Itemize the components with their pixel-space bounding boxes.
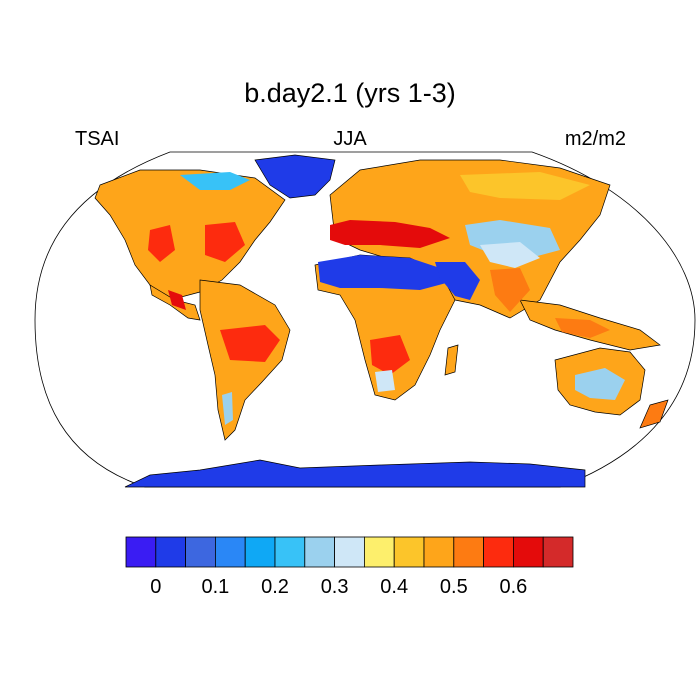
colorbar-swatch [334,536,365,568]
colorbar-tick-label: 0.3 [321,576,349,598]
land-madagascar [444,344,459,376]
colorbar-tick-label: 0.2 [261,576,289,598]
colorbar-swatch [423,536,455,568]
colorbar-swatch [542,536,574,568]
season-label: JJA [333,128,367,150]
region-australia-interior [575,368,625,400]
region-kalahari [375,370,395,392]
colorbar-swatch [393,536,425,568]
region-canada-north [180,172,250,190]
region-us-east [205,222,245,262]
colorbar-swatch [363,536,395,568]
region-us-west [148,225,175,262]
colorbar-swatch [453,536,484,568]
region-arabia [435,262,480,300]
colorbar-tick-label: 0.1 [201,576,229,598]
colorbar-swatch [513,536,544,568]
land-new-zealand [639,399,669,429]
colorbar-tick-label: 0 [150,576,161,598]
colorbar-swatch [125,536,157,568]
colorbar-tick-label: 0.6 [499,576,527,598]
region-tibet [480,242,540,268]
units-label: m2/m2 [564,128,626,150]
colorbar-swatch [244,536,276,568]
colorbar-swatch [185,536,216,568]
region-mexico [168,290,186,310]
colorbar-swatch [304,536,335,568]
colorbar-tick-label: 0.5 [440,576,468,598]
colorbar-swatch [274,536,306,568]
region-sahara [318,255,450,290]
map-title: b.day2.1 (yrs 1-3) [244,78,456,108]
region-patagonia [222,392,233,425]
region-mediterranean [330,220,450,248]
colorbar-swatch [483,536,514,568]
value-regions [148,172,625,425]
land-greenland [254,154,336,199]
region-siberia [460,172,590,200]
colorbar-swatch [214,536,246,568]
colorbar-tick-label: 0.4 [380,576,408,598]
region-indonesia [555,318,610,338]
region-amazon [220,325,280,362]
region-india [490,268,530,312]
region-southern-africa [370,335,410,375]
variable-label: TSAI [75,128,120,150]
colorbar-swatch [155,536,187,568]
land-antarctica [124,459,586,488]
